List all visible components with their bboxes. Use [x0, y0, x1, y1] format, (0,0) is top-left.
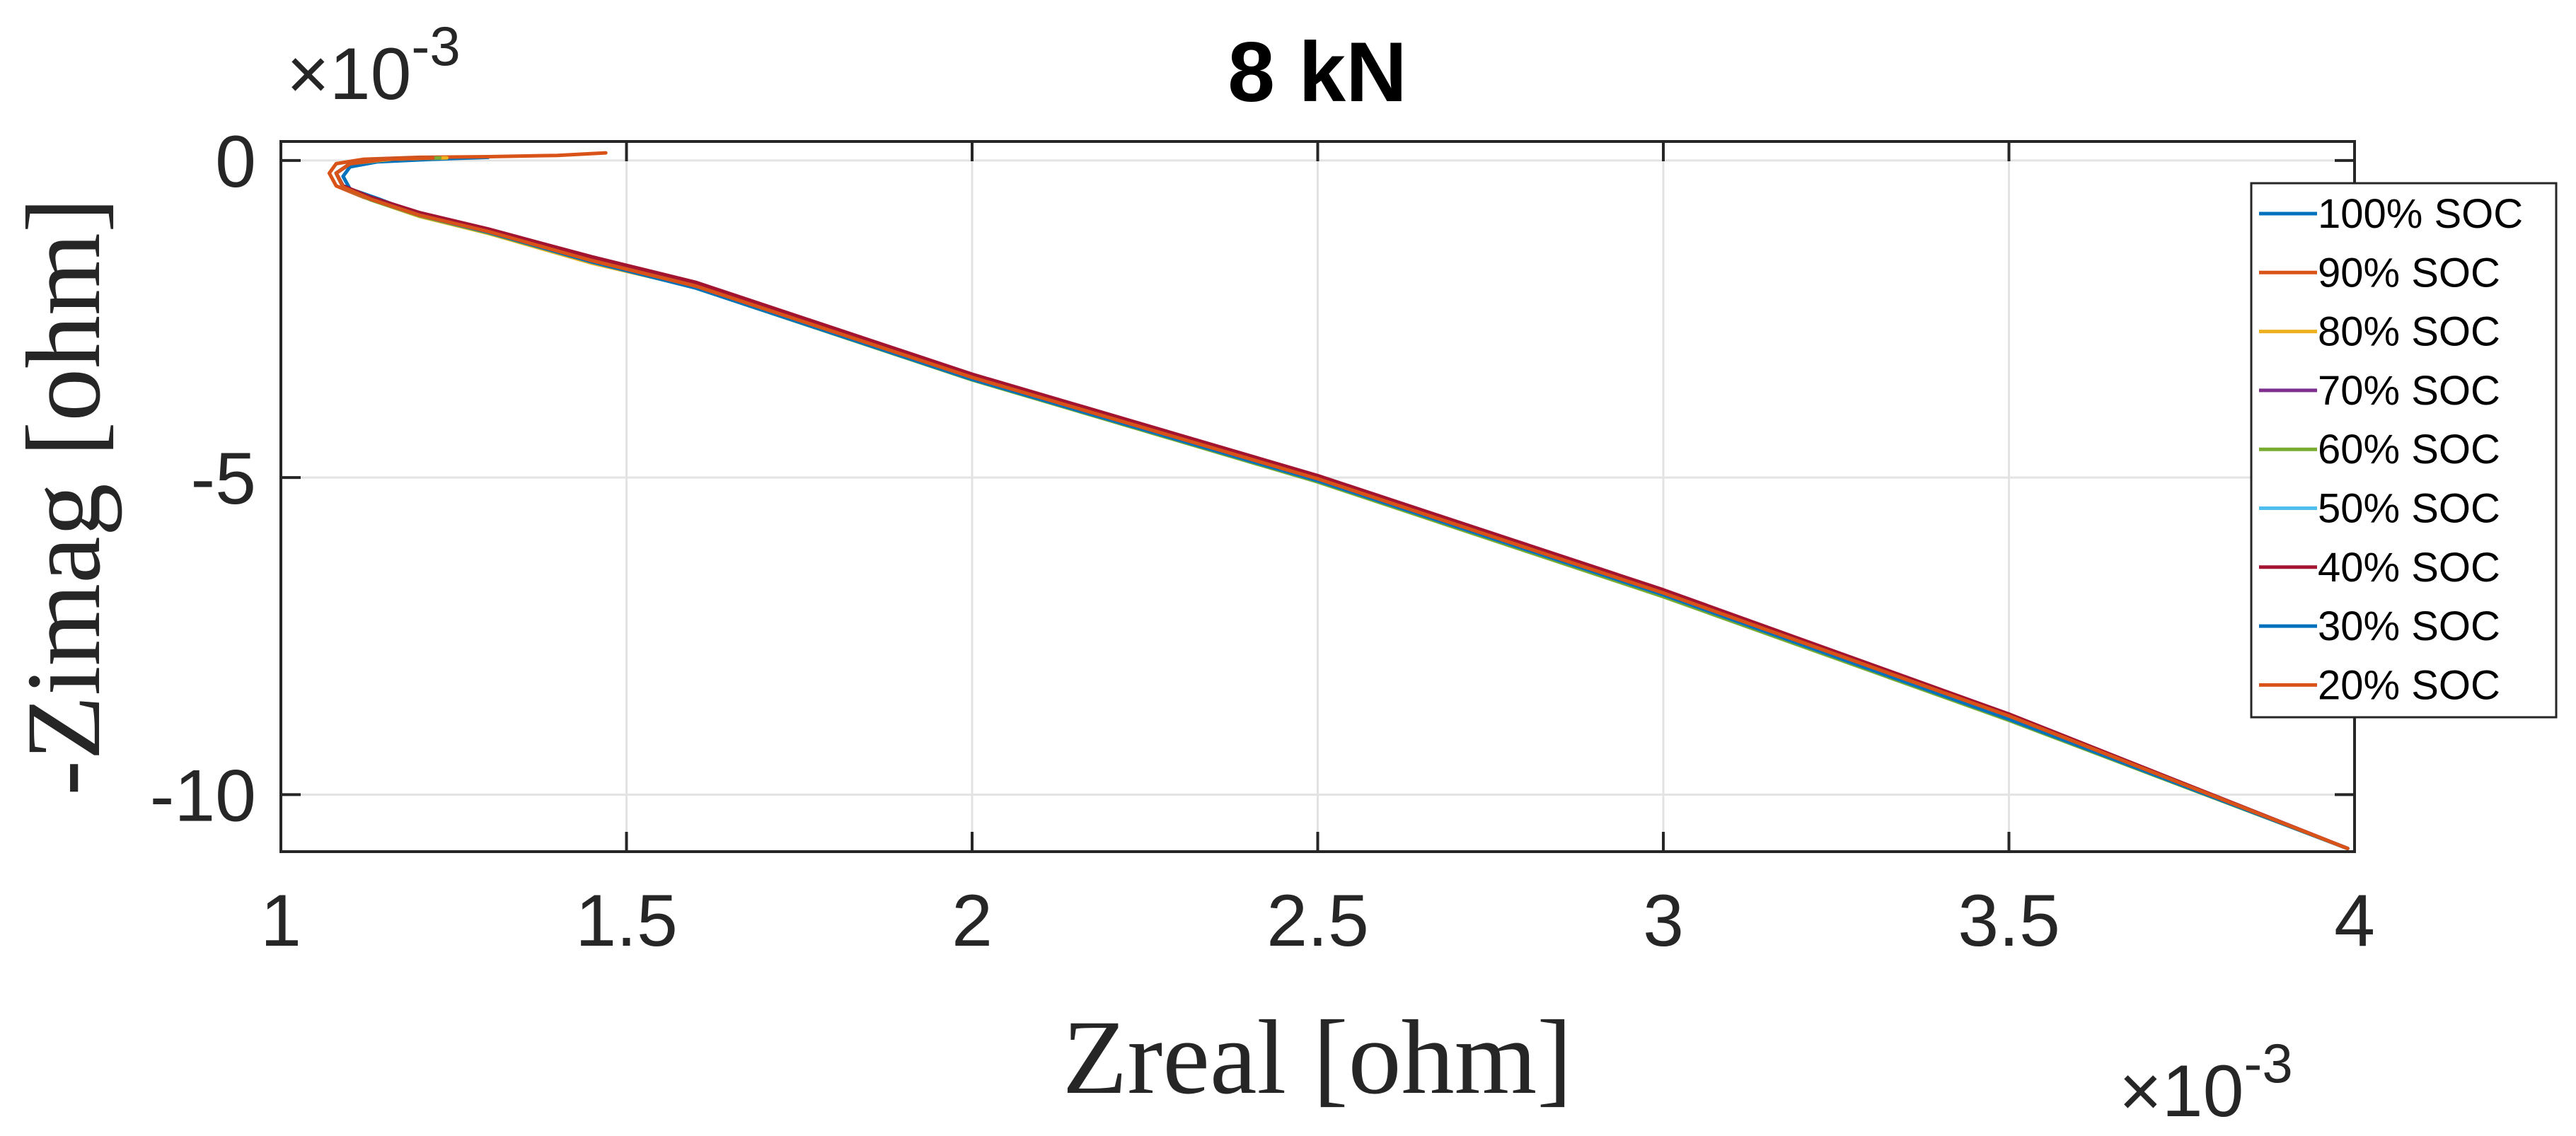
legend-label: 70% SOC — [2318, 368, 2500, 414]
y-exponent-power: -3 — [411, 15, 460, 77]
x-axis-label: Zreal [ohm] — [1063, 999, 1572, 1116]
legend: 100% SOC 90% SOC 80% SOC 70% SOC 60% SOC 50% … — [2250, 182, 2558, 719]
x-tick-label: 3 — [1643, 880, 1684, 962]
series-group — [327, 151, 2350, 850]
y-tick-label: 0 — [215, 121, 256, 203]
y-axis-label: -Zimag [ohm] — [5, 197, 122, 796]
series-line-9 — [334, 156, 2350, 850]
y-tick-label: -5 — [191, 438, 256, 520]
legend-label: 60% SOC — [2318, 427, 2500, 473]
x-exponent-label: ×10-3 — [2119, 1032, 2293, 1132]
legend-label: 40% SOC — [2318, 545, 2500, 591]
x-tick-label: 1 — [260, 880, 301, 962]
chart-title: 8 kN — [1228, 25, 1407, 120]
legend-label: 30% SOC — [2318, 603, 2500, 649]
legend-label: 50% SOC — [2318, 486, 2500, 532]
y-exponent-label: ×10-3 — [287, 15, 461, 115]
ticks: 1 1.5 2 2.5 3 3.5 4 0 -5 -10 — [150, 121, 2375, 962]
x-exponent-power: -3 — [2243, 1032, 2292, 1094]
y-tick-label: -10 — [150, 755, 256, 837]
x-exponent-base: ×10 — [2119, 1050, 2243, 1132]
legend-items: 100% SOC 90% SOC 80% SOC 70% SOC 60% SOC 50% … — [2259, 191, 2523, 708]
y-exponent-base: ×10 — [287, 33, 411, 115]
x-tick-label: 2.5 — [1266, 880, 1369, 962]
x-tick-label: 1.5 — [575, 880, 678, 962]
legend-label: 90% SOC — [2318, 250, 2500, 296]
x-tick-label: 4 — [2334, 880, 2375, 962]
x-tick-label: 3.5 — [1958, 880, 2060, 962]
legend-label: 100% SOC — [2318, 191, 2523, 237]
legend-label: 80% SOC — [2318, 309, 2500, 355]
x-tick-label: 2 — [952, 880, 993, 962]
legend-label: 20% SOC — [2318, 662, 2500, 708]
